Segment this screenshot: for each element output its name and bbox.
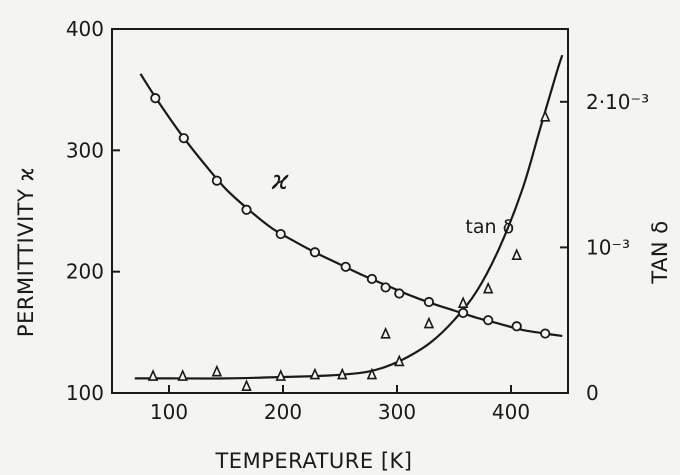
tan-delta-curve <box>134 54 564 380</box>
y-right-tick-label: 0 <box>586 381 599 405</box>
tan-delta-point <box>539 109 551 122</box>
curve-labels: ϰ tan δ <box>271 166 515 238</box>
permittivity-point <box>211 175 222 186</box>
permittivity-point <box>150 93 161 104</box>
y-left-tick-label: 400 <box>66 17 104 41</box>
permittivity-point <box>394 288 405 299</box>
y-right-tick-label: 2·10⁻³ <box>586 90 649 114</box>
y-left-tick-label: 300 <box>66 138 104 162</box>
tan-delta-point <box>337 367 348 380</box>
y-left-axis-ticks: 100 200 300 400 <box>66 17 120 405</box>
tan-delta-point <box>309 367 321 380</box>
tan-delta-point <box>423 316 435 329</box>
tan-delta-point <box>511 248 522 260</box>
permittivity-curve-label: ϰ <box>271 166 290 196</box>
tan-delta-point <box>380 326 391 339</box>
permittivity-point <box>423 296 435 308</box>
permittivity-point <box>540 328 551 339</box>
permittivity-point <box>458 307 469 319</box>
permittivity-point <box>275 228 286 240</box>
tan-delta-point <box>177 369 188 381</box>
x-tick-label: 200 <box>264 400 302 424</box>
x-tick-label: 400 <box>492 400 530 424</box>
x-axis-ticks: 100 200 300 400 <box>150 385 530 424</box>
x-tick-label: 300 <box>378 400 416 424</box>
fit-curves <box>134 54 564 380</box>
tan-delta-point <box>366 367 378 380</box>
y-left-axis-title: PERMITTIVITY ϰ <box>14 167 38 337</box>
permittivity-curve <box>139 73 563 338</box>
y-right-tick-label: 10⁻³ <box>586 235 630 259</box>
y-right-axis-ticks: 0 10⁻³ 2·10⁻³ <box>560 90 649 405</box>
tan-delta-point <box>482 281 494 294</box>
permittivity-point <box>380 282 391 293</box>
tan-delta-point <box>147 369 159 381</box>
permittivity-point <box>241 204 252 215</box>
permittivity-point <box>178 133 189 144</box>
tan-delta-point <box>241 379 252 392</box>
tan-delta-point <box>211 364 223 377</box>
tan-delta-curve-label: tan δ <box>465 216 514 238</box>
plot-frame <box>111 28 569 394</box>
x-tick-label: 100 <box>150 400 188 424</box>
data-markers <box>147 93 551 392</box>
y-right-axis-title: TAN δ <box>648 220 672 284</box>
permittivity-point <box>483 315 494 326</box>
tan-delta-point <box>275 369 286 381</box>
y-left-tick-label: 100 <box>66 381 104 405</box>
tan-delta-point <box>394 354 405 367</box>
tan-delta-point <box>457 296 469 309</box>
permittivity-point <box>366 273 378 285</box>
permittivity-point <box>340 261 351 272</box>
permittivity-point <box>511 321 522 332</box>
x-axis-title: TEMPERATURE [K] <box>214 449 412 473</box>
permittivity-point <box>309 247 321 258</box>
y-left-tick-label: 200 <box>66 260 104 284</box>
